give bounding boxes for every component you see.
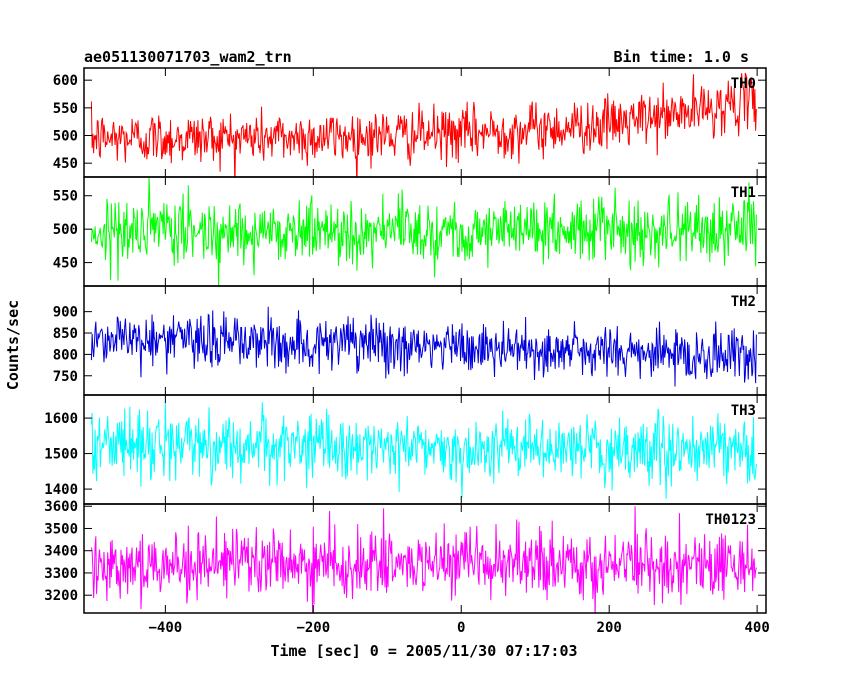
y-tick-label: 550 [53,189,78,205]
panel-label-th2: TH2 [731,294,756,310]
panel-frame-th0123 [83,503,767,614]
y-tick-label: 600 [53,73,78,89]
series-th2 [90,306,757,387]
y-tick-label: 1500 [44,447,78,463]
y-tick-label: 500 [53,222,78,238]
y-tick-label: 450 [53,156,78,172]
x-tick-label: −400 [149,620,183,636]
chart-title: ae051130071703_wam2_trn [84,48,292,66]
series-th0123 [90,506,757,613]
y-tick-label: 750 [53,369,78,385]
x-axis-label: Time [sec] 0 = 2005/11/30 07:17:03 [270,642,577,660]
y-tick-label: 500 [53,129,78,145]
panel-label-th0123: TH0123 [705,512,756,528]
y-tick-label: 3300 [44,566,78,582]
panel-label-th3: TH3 [731,403,756,419]
x-tick-label: 400 [744,620,769,636]
panel-label-th0: TH0 [731,76,756,92]
y-tick-label: 900 [53,305,78,321]
y-tick-label: 850 [53,326,78,342]
y-tick-label: 800 [53,347,78,363]
series-th1 [90,177,757,286]
panel-label-th1: TH1 [731,185,756,201]
panels: 450 500 550 600 TH0 450 500 550 TH1 750 800 850 900 T… [44,67,770,636]
y-axis-label: Counts/sec [4,300,22,390]
x-tick-label: 200 [597,620,622,636]
x-tick-label: 0 [457,620,465,636]
y-tick-label: 450 [53,256,78,272]
y-tick-label: 3600 [44,499,78,515]
bin-time-label: Bin time: 1.0 s [614,48,749,66]
y-tick-label: 3200 [44,588,78,604]
y-tick-label: 1400 [44,482,78,498]
y-tick-label: 550 [53,101,78,117]
y-tick-label: 1600 [44,411,78,427]
x-tick-label: −200 [296,620,330,636]
series-th0 [90,72,757,177]
y-tick-label: 3400 [44,544,78,560]
series-th3 [90,402,757,499]
y-tick-label: 3500 [44,521,78,537]
